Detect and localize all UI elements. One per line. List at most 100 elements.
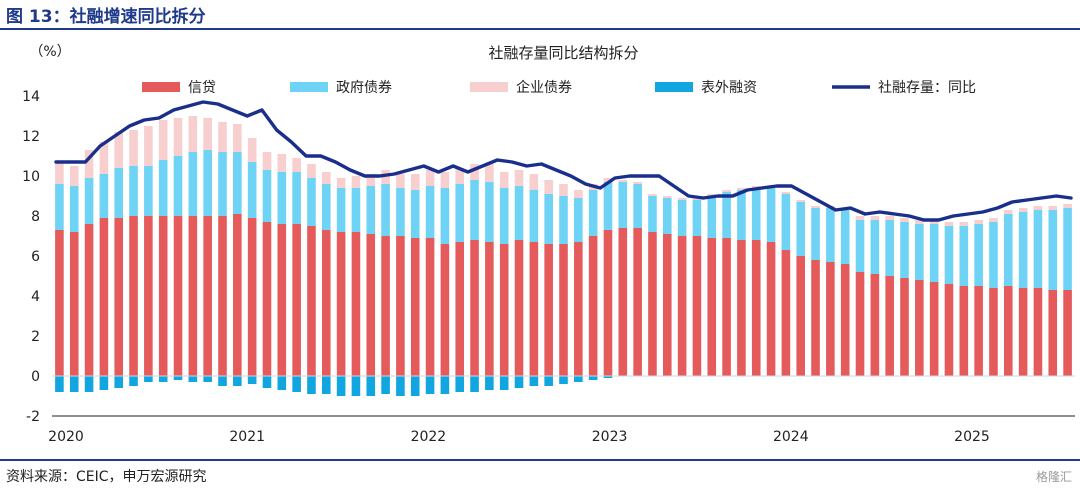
bar-segment-series-0 bbox=[277, 224, 287, 376]
bar-segment-series-3 bbox=[144, 376, 153, 382]
bar-segment-series-2 bbox=[69, 166, 79, 186]
watermark: 格隆汇 bbox=[1035, 470, 1072, 484]
bar-segment-series-2 bbox=[158, 120, 168, 160]
bar-segment-series-3 bbox=[173, 376, 183, 380]
bar-segment-series-2 bbox=[514, 170, 524, 186]
bar-segment-series-2 bbox=[618, 180, 628, 182]
bar-segment-series-1 bbox=[410, 190, 420, 238]
bar-segment-series-0 bbox=[425, 238, 435, 376]
bar-segment-series-1 bbox=[321, 184, 331, 230]
bar-segment-series-1 bbox=[233, 152, 242, 214]
bar-segment-series-1 bbox=[885, 220, 894, 276]
bar-segment-series-0 bbox=[485, 242, 494, 376]
bar-segment-series-2 bbox=[707, 194, 717, 196]
bar-segment-series-2 bbox=[99, 142, 109, 174]
bar-segment-series-2 bbox=[915, 220, 924, 224]
bar-segment-series-0 bbox=[648, 232, 657, 376]
bar-segment-series-1 bbox=[144, 166, 153, 216]
bar-segment-series-2 bbox=[633, 182, 642, 184]
bar-segment-series-0 bbox=[989, 288, 998, 376]
x-tick-label: 2021 bbox=[229, 429, 265, 445]
bar-segment-series-0 bbox=[321, 230, 331, 376]
bar-segment-series-1 bbox=[203, 150, 212, 216]
bar-segment-series-3 bbox=[233, 376, 242, 386]
bar-segment-series-1 bbox=[544, 194, 553, 244]
bar-segment-series-1 bbox=[173, 156, 183, 216]
bar-segment-series-2 bbox=[470, 164, 479, 180]
bar-segment-series-3 bbox=[470, 376, 479, 392]
bar-segment-series-2 bbox=[218, 122, 227, 152]
bar-segment-series-0 bbox=[381, 236, 390, 376]
legend-swatch-3 bbox=[655, 82, 693, 92]
bar-segment-series-2 bbox=[84, 150, 94, 178]
bar-segment-series-0 bbox=[440, 244, 450, 376]
bar-segment-series-1 bbox=[277, 172, 287, 224]
bar-segment-series-2 bbox=[603, 178, 613, 182]
legend-label: 信贷 bbox=[188, 80, 216, 96]
bar-segment-series-1 bbox=[855, 220, 865, 272]
bar-segment-series-2 bbox=[900, 218, 909, 222]
bar-segment-series-3 bbox=[188, 376, 198, 382]
bar-segment-series-3 bbox=[603, 376, 613, 378]
bar-segment-series-2 bbox=[944, 222, 954, 226]
bar-segment-series-3 bbox=[529, 376, 539, 386]
bar-segment-series-0 bbox=[173, 216, 183, 376]
bar-segment-series-3 bbox=[574, 376, 583, 382]
bar-segment-series-1 bbox=[440, 188, 450, 244]
bar-segment-series-0 bbox=[677, 236, 687, 376]
bar-segment-series-2 bbox=[455, 168, 465, 184]
bar-segment-series-2 bbox=[959, 222, 969, 226]
bar-segment-series-2 bbox=[410, 174, 420, 190]
footer-rule bbox=[0, 459, 1080, 461]
bar-segment-series-0 bbox=[84, 224, 94, 376]
bar-segment-series-1 bbox=[158, 160, 168, 216]
bar-segment-series-0 bbox=[1033, 288, 1043, 376]
bar-segment-series-0 bbox=[455, 242, 465, 376]
bar-segment-series-3 bbox=[455, 376, 465, 392]
bar-segment-series-0 bbox=[351, 232, 361, 376]
bar-segment-series-1 bbox=[336, 188, 346, 232]
y-tick-label: 10 bbox=[22, 169, 40, 185]
bar-segment-series-0 bbox=[366, 234, 376, 376]
bar-segment-series-1 bbox=[751, 188, 761, 240]
bar-segment-series-2 bbox=[1048, 206, 1058, 210]
bar-segment-series-2 bbox=[366, 174, 376, 186]
bar-segment-series-2 bbox=[129, 130, 138, 166]
bar-segment-series-1 bbox=[381, 184, 390, 236]
bar-segment-series-0 bbox=[559, 244, 568, 376]
bar-segment-series-0 bbox=[588, 236, 598, 376]
bar-segment-series-1 bbox=[485, 182, 494, 242]
bar-segment-series-1 bbox=[69, 186, 79, 232]
bar-segment-series-1 bbox=[1003, 214, 1013, 286]
bar-segment-series-3 bbox=[307, 376, 316, 394]
bar-segment-series-3 bbox=[588, 376, 598, 380]
bar-segment-series-2 bbox=[855, 216, 865, 220]
bar-segment-series-3 bbox=[544, 376, 553, 386]
bar-segment-series-1 bbox=[351, 188, 361, 232]
bar-segment-series-0 bbox=[1048, 290, 1058, 376]
bar-segment-series-3 bbox=[499, 376, 509, 390]
bar-segment-series-3 bbox=[336, 376, 346, 396]
bar-segment-series-0 bbox=[55, 230, 64, 376]
bar-segment-series-1 bbox=[188, 152, 198, 216]
bar-segment-series-2 bbox=[574, 190, 583, 198]
bar-segment-series-2 bbox=[974, 220, 983, 224]
bar-segment-series-2 bbox=[114, 132, 124, 168]
bar-segment-series-0 bbox=[129, 216, 138, 376]
bar-segment-series-0 bbox=[618, 228, 628, 376]
bar-segment-series-2 bbox=[662, 196, 672, 198]
bar-segment-series-3 bbox=[277, 376, 287, 390]
bar-segment-series-2 bbox=[499, 172, 509, 188]
bar-segment-series-3 bbox=[425, 376, 435, 394]
bar-segment-series-3 bbox=[99, 376, 109, 390]
bar-segment-series-2 bbox=[692, 198, 702, 200]
bar-segment-series-1 bbox=[989, 222, 998, 288]
bar-segment-series-1 bbox=[603, 182, 613, 230]
bar-segment-series-1 bbox=[588, 190, 598, 236]
bar-segment-series-0 bbox=[692, 236, 702, 376]
bar-segment-series-0 bbox=[574, 242, 583, 376]
bar-segment-series-0 bbox=[336, 232, 346, 376]
bar-segment-series-1 bbox=[796, 202, 806, 256]
bar-segment-series-0 bbox=[203, 216, 212, 376]
bar-segment-series-3 bbox=[69, 376, 79, 392]
